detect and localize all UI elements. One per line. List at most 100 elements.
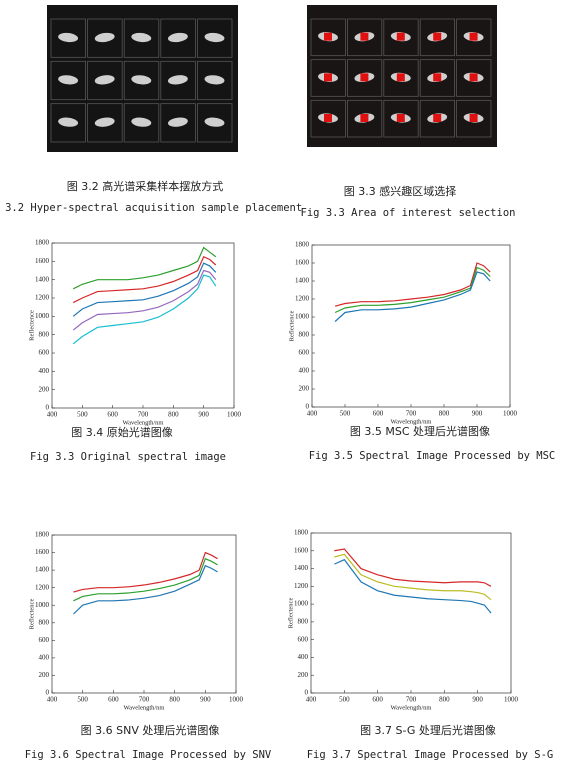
x-tick-label: 700 xyxy=(406,410,417,418)
caption-zh: 图 3.2 高光谱采集样本摆放方式 xyxy=(67,179,224,193)
y-tick-label: 600 xyxy=(299,349,310,357)
x-tick-label: 500 xyxy=(77,411,88,419)
tray-cell xyxy=(346,59,383,97)
roi xyxy=(324,73,332,82)
grain xyxy=(94,32,115,43)
grain xyxy=(167,117,188,127)
roi xyxy=(360,73,369,82)
roi xyxy=(324,32,332,41)
y-tick-label: 600 xyxy=(298,635,309,643)
x-tick-label: 400 xyxy=(306,696,317,704)
x-tick-label: 900 xyxy=(472,696,483,704)
x-axis-label: Wavelength/nm xyxy=(391,418,432,425)
grain xyxy=(131,32,152,43)
x-tick-label: 900 xyxy=(472,410,483,418)
tray-cell xyxy=(196,103,233,143)
x-tick-label: 800 xyxy=(439,410,450,418)
caption-en: Fig 3.3 Area of interest selection xyxy=(301,207,516,219)
y-tick-label: 1800 xyxy=(35,531,50,539)
y-tick-label: 0 xyxy=(305,689,309,697)
roi xyxy=(433,114,442,122)
tray-cell xyxy=(50,60,86,101)
caption-zh: 图 3.4 原始光谱图像 xyxy=(71,425,173,439)
y-tick-label: 400 xyxy=(299,367,310,375)
roi xyxy=(469,73,478,82)
spectrum-line xyxy=(72,246,217,290)
x-tick-label: 900 xyxy=(200,696,211,704)
y-axis-label: Reflectence xyxy=(287,598,294,629)
y-tick-label: 1600 xyxy=(295,259,310,267)
x-tick-label: 1000 xyxy=(229,696,244,704)
caption-en: Fig 3.5 Spectral Image Processed by MSC xyxy=(309,450,556,462)
y-tick-label: 1200 xyxy=(294,582,309,590)
spectrum-line xyxy=(334,271,491,322)
spectrum-line xyxy=(72,262,217,317)
spectrum-line xyxy=(334,262,491,307)
x-axis-label: Wavelength/nm xyxy=(124,704,165,711)
x-tick-label: 700 xyxy=(138,411,149,419)
roi xyxy=(360,114,369,122)
tray-cell xyxy=(310,59,346,97)
spectrum-line xyxy=(73,551,218,593)
plot-frame xyxy=(51,534,237,694)
y-tick-label: 1200 xyxy=(35,583,50,591)
y-tick-label: 1000 xyxy=(35,312,50,320)
y-tick-label: 400 xyxy=(298,653,309,661)
y-tick-label: 1000 xyxy=(295,313,310,321)
grain xyxy=(58,117,79,127)
spectrum-line xyxy=(72,274,217,345)
tray-cell xyxy=(346,18,383,57)
y-axis-label: Reflectence xyxy=(28,599,35,630)
y-axis-label: Reflectence xyxy=(288,311,295,342)
y-tick-label: 600 xyxy=(39,349,50,357)
tray-cell xyxy=(383,18,419,57)
x-tick-label: 900 xyxy=(198,411,209,419)
grain xyxy=(58,75,79,85)
y-tick-label: 1200 xyxy=(35,294,50,302)
y-tick-label: 800 xyxy=(39,618,50,626)
y-tick-label: 1600 xyxy=(35,257,50,265)
tray-cell xyxy=(456,59,492,97)
spectrum-line xyxy=(72,255,217,304)
plot-frame xyxy=(310,532,512,694)
y-tick-label: 400 xyxy=(39,653,50,661)
tray-cell xyxy=(310,18,346,57)
spectrum-line xyxy=(73,557,218,602)
spectrum-line xyxy=(73,564,218,615)
y-tick-label: 1800 xyxy=(295,241,310,249)
tray-cell xyxy=(87,18,123,58)
tray-cell xyxy=(160,18,196,58)
tray-cell xyxy=(123,60,160,101)
tray-cell xyxy=(50,103,86,143)
y-tick-label: 1400 xyxy=(295,277,310,285)
y-tick-label: 0 xyxy=(46,689,50,697)
grain xyxy=(204,75,225,85)
x-tick-label: 500 xyxy=(339,696,350,704)
y-tick-label: 200 xyxy=(299,385,310,393)
y-tick-label: 0 xyxy=(306,403,310,411)
caption-en: Fig 3.2 Hyper-spectral acquisition sampl… xyxy=(0,202,302,214)
y-tick-label: 200 xyxy=(298,671,309,679)
spectrum-line xyxy=(334,553,492,601)
x-tick-label: 700 xyxy=(139,696,150,704)
tray-cell xyxy=(87,60,123,101)
y-tick-label: 1000 xyxy=(35,601,50,609)
y-tick-label: 1600 xyxy=(294,546,309,554)
x-tick-label: 1000 xyxy=(227,411,242,419)
tray-cell xyxy=(87,103,123,143)
tray-cell xyxy=(346,99,383,138)
x-tick-label: 1000 xyxy=(504,696,519,704)
grain xyxy=(167,32,188,43)
x-tick-label: 800 xyxy=(439,696,450,704)
x-tick-label: 800 xyxy=(168,411,179,419)
tray-cell xyxy=(196,60,233,101)
tray-cell xyxy=(419,59,456,97)
grain xyxy=(167,75,188,85)
y-tick-label: 1800 xyxy=(35,239,50,247)
grain xyxy=(204,32,225,43)
grain xyxy=(131,117,152,127)
y-tick-label: 1600 xyxy=(35,548,50,556)
spectrum-line xyxy=(334,548,492,587)
tray-cell xyxy=(160,103,196,143)
